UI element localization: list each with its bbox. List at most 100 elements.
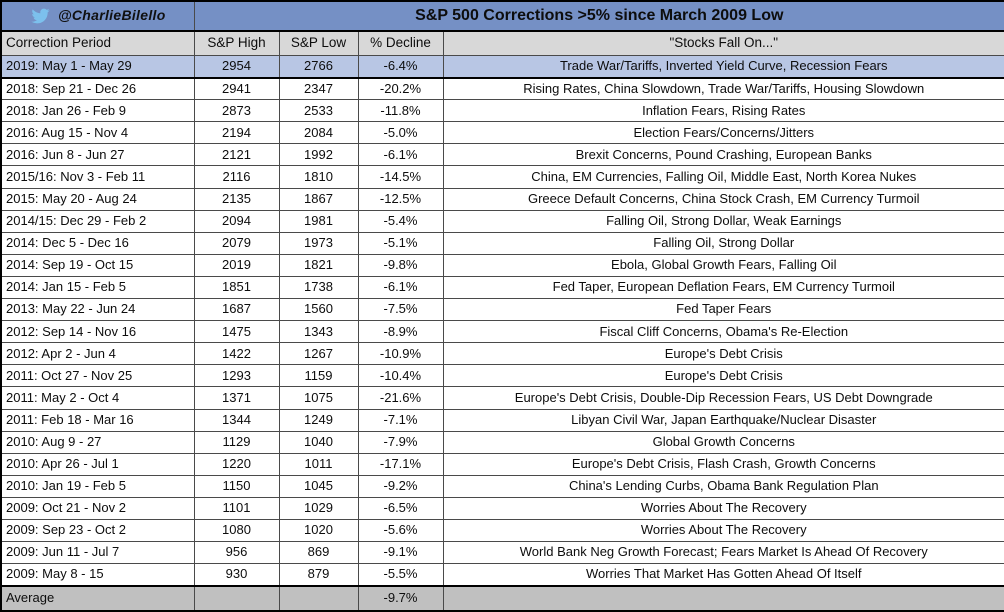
sp-high-cell: 2121 [193, 143, 280, 167]
reason-cell: Election Fears/Concerns/Jitters [442, 121, 1004, 145]
sp-low-cell: 879 [278, 563, 359, 587]
table-row: 2015: May 20 - Aug 24 2135 1867 -12.5% Greec… [0, 187, 1004, 211]
sp-high-cell: 1344 [193, 408, 280, 432]
sp-low-cell: 1981 [278, 209, 359, 233]
sp-low-cell: 1159 [278, 364, 359, 388]
sp-low-cell: 1560 [278, 298, 359, 322]
sp-high-cell: 1220 [193, 452, 280, 476]
decline-cell: -10.4% [357, 364, 444, 388]
correction-period-cell: 2016: Jun 8 - Jun 27 [0, 143, 195, 167]
column-header-row: Correction Period S&P High S&P Low % Dec… [0, 30, 1004, 56]
table-row: 2012: Apr 2 - Jun 4 1422 1267 -10.9% Europe'… [0, 342, 1004, 366]
column-header-correction-period: Correction Period [0, 30, 195, 56]
decline-cell: -9.1% [357, 541, 444, 565]
sp-high-cell: 2135 [193, 187, 280, 211]
decline-cell: -7.1% [357, 408, 444, 432]
sp-low-cell: 1040 [278, 430, 359, 454]
correction-period-cell: 2009: Oct 21 - Nov 2 [0, 496, 195, 520]
correction-period-cell: 2015/16: Nov 3 - Feb 11 [0, 165, 195, 189]
sp-low-cell: 1029 [278, 496, 359, 520]
decline-cell: -17.1% [357, 452, 444, 476]
reason-cell: Europe's Debt Crisis [442, 364, 1004, 388]
decline-cell: -5.0% [357, 121, 444, 145]
decline-cell: -6.1% [357, 143, 444, 167]
sp-low-cell: 1810 [278, 165, 359, 189]
decline-cell: -6.5% [357, 496, 444, 520]
reason-cell: Worries About The Recovery [442, 518, 1004, 543]
average-decline-cell: -9.7% [357, 584, 444, 612]
reason-cell: China, EM Currencies, Falling Oil, Middl… [442, 165, 1004, 189]
table-row: 2009: Oct 21 - Nov 2 1101 1029 -6.5% Worries… [0, 496, 1004, 520]
reason-cell: Falling Oil, Strong Dollar, Weak Earning… [442, 209, 1004, 233]
reason-cell: Worries That Market Has Gotten Ahead Of … [442, 563, 1004, 587]
correction-period-cell: 2012: Sep 14 - Nov 16 [0, 320, 195, 344]
decline-cell: -9.2% [357, 474, 444, 498]
sp-high-cell: 2954 [193, 54, 280, 79]
table-row: 2009: Sep 23 - Oct 2 1080 1020 -5.6% Worries… [0, 518, 1004, 543]
reason-cell: Europe's Debt Crisis [442, 342, 1004, 366]
decline-cell: -5.1% [357, 231, 444, 255]
correction-period-cell: 2018: Jan 26 - Feb 9 [0, 99, 195, 123]
correction-period-cell: 2014: Dec 5 - Dec 16 [0, 231, 195, 255]
sp-low-cell: 1738 [278, 275, 359, 300]
sp-high-cell: 1293 [193, 364, 280, 388]
sp-high-cell: 2079 [193, 231, 280, 255]
sp-low-cell: 1992 [278, 143, 359, 167]
sp-high-cell: 1150 [193, 474, 280, 498]
column-header-sp-high: S&P High [193, 30, 280, 56]
sp-high-cell: 1687 [193, 298, 280, 322]
correction-period-cell: 2016: Aug 15 - Nov 4 [0, 121, 195, 145]
table-row: 2014: Dec 5 - Dec 16 2079 1973 -5.1% Falling… [0, 231, 1004, 255]
correction-period-cell: 2015: May 20 - Aug 24 [0, 187, 195, 211]
correction-period-cell: 2010: Aug 9 - 27 [0, 430, 195, 454]
twitter-handle: @CharlieBilello [57, 7, 166, 24]
correction-period-cell: 2014/15: Dec 29 - Feb 2 [0, 209, 195, 233]
sp-high-cell: 2094 [193, 209, 280, 233]
table-row: 2010: Jan 19 - Feb 5 1150 1045 -9.2% China's… [0, 474, 1004, 498]
decline-cell: -5.5% [357, 563, 444, 587]
column-header-stocks-fall-on: "Stocks Fall On..." [442, 30, 1004, 56]
sp-high-cell: 1851 [193, 275, 280, 300]
average-sp-low-cell [278, 584, 359, 612]
decline-cell: -10.9% [357, 342, 444, 366]
sp-low-cell: 1249 [278, 408, 359, 432]
sp-low-cell: 1973 [278, 231, 359, 255]
correction-period-cell: 2010: Jan 19 - Feb 5 [0, 474, 195, 498]
table-row: 2009: Jun 11 - Jul 7 956 869 -9.1% World Ban… [0, 541, 1004, 565]
twitter-handle-cell: @CharlieBilello [0, 0, 195, 32]
decline-cell: -7.5% [357, 298, 444, 322]
column-header-decline: % Decline [357, 30, 444, 56]
decline-cell: -5.6% [357, 518, 444, 543]
sp-low-cell: 2533 [278, 99, 359, 123]
decline-cell: -6.1% [357, 275, 444, 300]
table-row: 2018: Sep 21 - Dec 26 2941 2347 -20.2% Risin… [0, 77, 1004, 101]
correction-period-cell: 2009: Sep 23 - Oct 2 [0, 518, 195, 543]
correction-period-cell: 2012: Apr 2 - Jun 4 [0, 342, 195, 366]
sp-high-cell: 2941 [193, 77, 280, 101]
sp-low-cell: 1020 [278, 518, 359, 543]
sp-low-cell: 1343 [278, 320, 359, 344]
correction-period-cell: 2010: Apr 26 - Jul 1 [0, 452, 195, 476]
table-row: 2014: Jan 15 - Feb 5 1851 1738 -6.1% Fed Tap… [0, 275, 1004, 300]
decline-cell: -20.2% [357, 77, 444, 101]
decline-cell: -7.9% [357, 430, 444, 454]
reason-cell: Inflation Fears, Rising Rates [442, 99, 1004, 123]
reason-cell: Falling Oil, Strong Dollar [442, 231, 1004, 255]
reason-cell: Rising Rates, China Slowdown, Trade War/… [442, 77, 1004, 101]
sp-high-cell: 1129 [193, 430, 280, 454]
correction-period-cell: 2014: Jan 15 - Feb 5 [0, 275, 195, 300]
table-body: 2019: May 1 - May 29 2954 2766 -6.4% Trade W… [0, 54, 1004, 612]
column-header-sp-low: S&P Low [278, 30, 359, 56]
reason-cell: Global Growth Concerns [442, 430, 1004, 454]
table-row: 2012: Sep 14 - Nov 16 1475 1343 -8.9% Fiscal… [0, 320, 1004, 344]
average-row: Average -9.7% [0, 584, 1004, 612]
decline-cell: -5.4% [357, 209, 444, 233]
sp-high-cell: 1422 [193, 342, 280, 366]
reason-cell: Fed Taper Fears [442, 298, 1004, 322]
sp-low-cell: 869 [278, 541, 359, 565]
sp-high-cell: 2873 [193, 99, 280, 123]
sp-low-cell: 1075 [278, 386, 359, 410]
average-sp-high-cell [193, 584, 280, 612]
correction-period-cell: 2011: Oct 27 - Nov 25 [0, 364, 195, 388]
